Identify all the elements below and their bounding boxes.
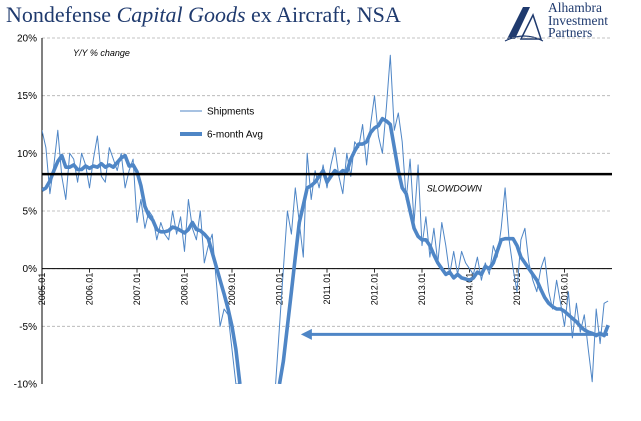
title-part-1: Nondefense <box>6 2 117 27</box>
x-tick-label: 2010.01 <box>275 273 285 306</box>
legend: Shipments 6-month Avg <box>180 107 263 141</box>
logo-line-2: Investment <box>548 12 608 28</box>
x-tick-label: 2011.01 <box>322 273 332 305</box>
x-tick-label: 2006.01 <box>85 273 95 306</box>
logo-line-1: Alhambra <box>548 0 602 15</box>
arrow-head <box>300 328 312 340</box>
series-line-6-month-avg <box>42 116 610 384</box>
y-tick-label: 5% <box>23 207 38 218</box>
y-tick-label: -5% <box>19 322 37 333</box>
x-tick-label: 2007.01 <box>132 273 142 306</box>
logo-text: Alhambra Investment Partners <box>548 0 608 40</box>
title-part-italic: Capital Goods <box>116 2 246 27</box>
y-tick-label: -10% <box>14 380 37 391</box>
legend-label-6-month-avg: 6-month Avg <box>207 130 263 141</box>
stylized-a-logo-icon <box>504 7 544 42</box>
chart-title: Nondefense Capital Goods ex Aircraft, NS… <box>6 2 401 28</box>
series-layer <box>42 54 610 384</box>
y-tick-label: 10% <box>17 149 37 160</box>
legend-label-shipments: Shipments <box>207 107 254 118</box>
trend-arrow <box>300 328 609 340</box>
title-part-2: ex Aircraft, NSA <box>245 2 401 27</box>
x-tick-label: 2013.01 <box>417 273 427 306</box>
slowdown-label: SLOWDOWN <box>427 183 482 193</box>
y-tick-label: 20% <box>17 34 37 45</box>
x-tick-label: 2016.01 <box>560 273 570 306</box>
x-tick-label: 2008.01 <box>180 273 190 306</box>
x-tick-label: 2014.01 <box>465 273 475 306</box>
y-axis-label: Y/Y % change <box>73 48 130 58</box>
x-tick-label: 2012.01 <box>370 273 380 306</box>
y-tick-label: 0% <box>23 264 38 275</box>
logo-line-3: Partners <box>548 25 593 40</box>
y-tick-label: 15% <box>17 91 37 102</box>
x-tick-label: 2009.01 <box>227 273 237 306</box>
y-axis-ticks: 20% 15% 10% 5% 0% -5% -10% <box>14 34 37 391</box>
